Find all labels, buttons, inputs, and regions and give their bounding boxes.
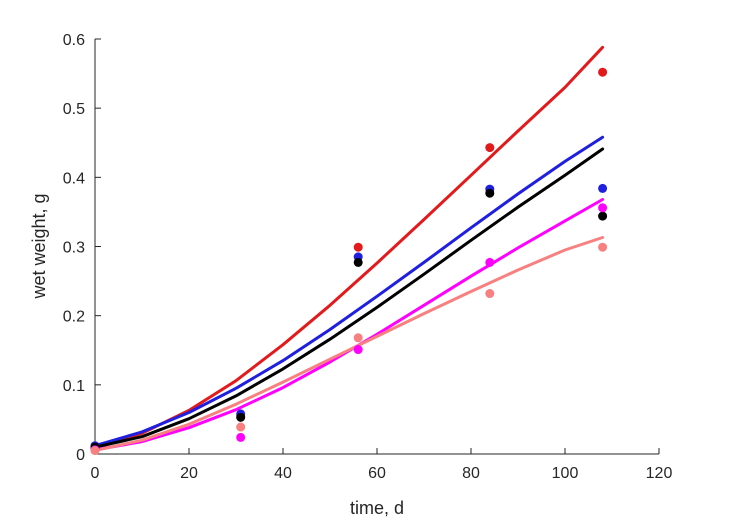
data-point-series-3	[236, 412, 246, 422]
data-point-series-3	[598, 211, 608, 221]
y-tick-label: 0.3	[63, 240, 85, 257]
fit-curve-1	[93, 45, 605, 450]
x-ticks: 0 20 40 60 80 100 120	[91, 448, 673, 482]
plot-area: 0 20 40 60 80 100 120 0 0.1 0.2 0.3 0.4 0.5 0.6	[63, 32, 673, 482]
data-point-series-4	[236, 432, 246, 442]
data-point-series-3	[485, 188, 495, 198]
x-tick-label: 40	[274, 465, 292, 482]
data-point-series-5	[236, 422, 246, 432]
data-point-series-5	[485, 289, 495, 299]
x-tick-label: 120	[646, 465, 673, 482]
data-points	[90, 67, 608, 456]
x-tick-label: 0	[91, 465, 100, 482]
data-point-series-1	[598, 67, 608, 77]
fit-curve-5	[93, 236, 605, 452]
y-tick-label: 0	[76, 447, 85, 464]
y-ticks: 0 0.1 0.2 0.3 0.4 0.5 0.6	[63, 32, 101, 464]
data-point-series-4	[485, 257, 495, 267]
x-tick-label: 100	[552, 465, 579, 482]
fit-curves	[93, 45, 605, 452]
y-tick-label: 0.6	[63, 32, 85, 49]
data-point-series-4	[598, 203, 608, 213]
data-point-series-1	[353, 242, 363, 252]
y-tick-label: 0.4	[63, 170, 85, 187]
y-axis-label: wet weight, g	[29, 193, 49, 299]
data-point-series-3	[353, 257, 363, 267]
fit-curve-2	[93, 135, 605, 448]
data-point-series-5	[90, 446, 100, 456]
data-point-series-1	[485, 143, 495, 153]
x-tick-label: 60	[368, 465, 386, 482]
data-point-series-5	[353, 333, 363, 343]
y-tick-label: 0.1	[63, 378, 85, 395]
x-tick-label: 80	[462, 465, 480, 482]
data-point-series-2	[598, 183, 608, 193]
y-tick-label: 0.5	[63, 101, 85, 118]
data-point-series-5	[598, 242, 608, 252]
y-tick-label: 0.2	[63, 309, 85, 326]
data-point-series-4	[353, 345, 363, 355]
x-axis-label: time, d	[350, 498, 404, 518]
x-tick-label: 20	[180, 465, 198, 482]
fit-curve-3	[93, 147, 605, 449]
